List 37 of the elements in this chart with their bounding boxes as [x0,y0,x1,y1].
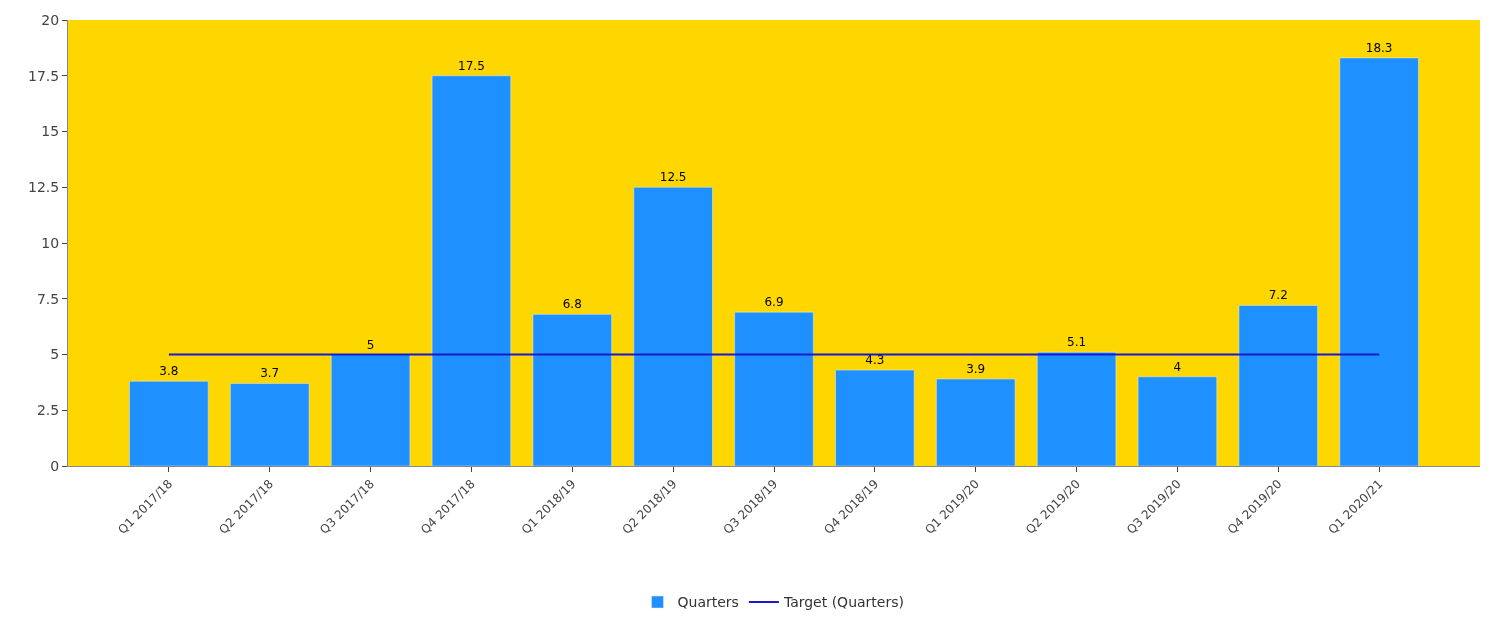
bar [230,383,310,466]
y-tick-label: 12.5 [28,179,60,196]
bar [1339,57,1419,466]
data-label: 3.7 [260,366,280,381]
y-tick-label: 17.5 [28,67,60,84]
bar [330,354,411,466]
data-label: 6.9 [764,295,784,310]
data-label: 12.5 [659,170,687,185]
data-label: 17.5 [458,58,485,73]
y-tick-label: 15 [41,123,60,140]
bar [532,314,612,466]
data-label: 18.3 [1365,40,1393,55]
bar [936,378,1016,466]
bar [1238,305,1318,466]
bar [835,369,915,466]
data-label: 7.2 [1268,288,1288,303]
data-label: 4 [1173,359,1182,374]
data-label: 4.3 [865,353,885,368]
y-tick-label: 5 [50,346,60,363]
y-tick-label: 20 [41,11,60,28]
bar [129,381,209,466]
y-tick-label: 10 [41,234,60,251]
data-label: 6.8 [562,297,582,312]
bar [1036,352,1117,466]
legend-label: Quarters [677,594,739,611]
bar [431,75,512,466]
legend-label: Target (Quarters) [782,594,904,611]
bar [633,187,713,466]
y-tick-label: 2.5 [36,402,60,419]
y-tick-label: 7.5 [36,290,60,307]
data-label: 3.8 [159,364,179,379]
bar [734,311,814,466]
data-label: 3.9 [966,362,986,377]
y-tick-label: 0 [50,457,60,474]
data-label: 5 [366,337,375,352]
bar [1137,376,1218,466]
data-label: 5.1 [1067,335,1087,350]
